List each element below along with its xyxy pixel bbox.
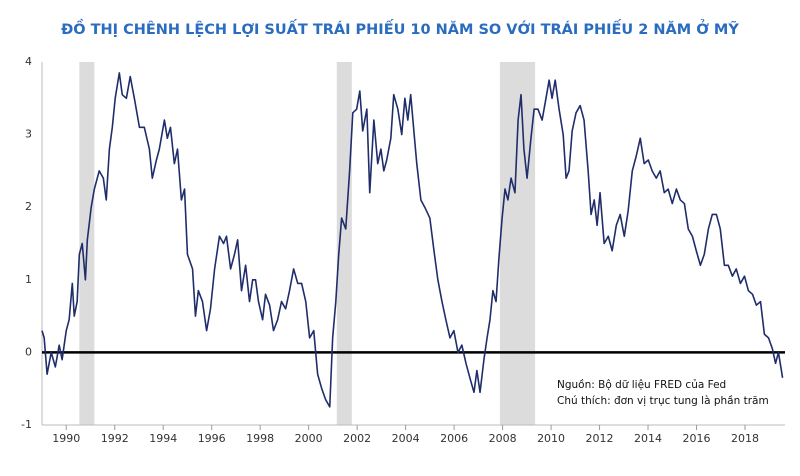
x-tick-label: 2004 (392, 432, 420, 445)
chart-title: ĐỒ THỊ CHÊNH LỆCH LỢI SUẤT TRÁI PHIẾU 10… (61, 18, 739, 38)
y-tick-label: 2 (25, 200, 32, 213)
x-tick-label: 1996 (198, 432, 226, 445)
x-tick-label: 1992 (101, 432, 129, 445)
shaded-range (499, 62, 536, 425)
x-tick-label: 2006 (440, 432, 468, 445)
x-tick-label: 2000 (295, 432, 323, 445)
x-tick-label: 2008 (489, 432, 517, 445)
annotation: Chú thích: đơn vị trục tung là phần trăm (557, 395, 769, 407)
y-tick-label: 3 (25, 128, 32, 141)
y-tick-label: 4 (25, 55, 32, 68)
x-tick-label: 2002 (343, 432, 371, 445)
x-tick-label: 2012 (586, 432, 614, 445)
data-line (41, 72, 784, 408)
x-tick-label: 1994 (149, 432, 177, 445)
x-tick-label: 2014 (634, 432, 662, 445)
x-tick-label: 2010 (537, 432, 565, 445)
x-tick-label: 2016 (683, 432, 711, 445)
y-tick-label: 0 (25, 345, 32, 358)
x-tick-label: 1998 (246, 432, 274, 445)
shaded-range (336, 62, 352, 425)
plot-area: -1 0 1 2 3 4 1990 1992 1994 1996 1998 2000 2002 2004 2… (21, 55, 785, 445)
x-tick-label: 1990 (52, 432, 80, 445)
y-tick-label: 1 (25, 273, 32, 286)
annotation: Nguồn: Bộ dữ liệu FRED của Fed (557, 379, 726, 391)
x-tick-label: 2018 (731, 432, 759, 445)
y-tick-label: -1 (21, 418, 32, 431)
